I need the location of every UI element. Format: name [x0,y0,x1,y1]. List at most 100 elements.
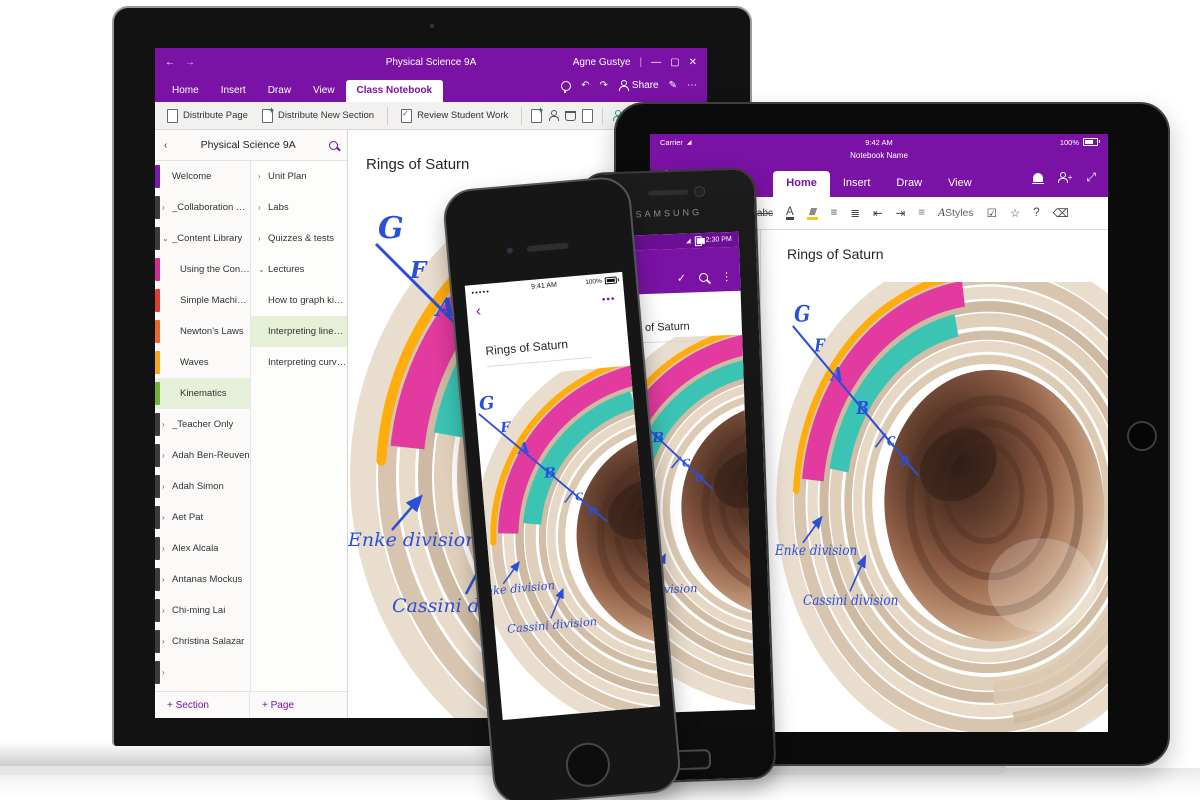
page-list-item[interactable]: › Quizzes & tests [251,223,347,254]
add-people-icon[interactable]: + [1057,172,1072,183]
section-label: Welcome [172,171,212,182]
review-student-work-button[interactable]: Review Student Work [397,108,512,123]
ribbon-tab[interactable]: View [948,177,972,189]
back-chevron-icon[interactable]: ‹ [475,301,482,320]
sidebar-section-item[interactable]: › _Teacher Only [155,409,250,440]
sidebar-section-item[interactable]: Newton's Laws [155,316,250,347]
more-options-icon[interactable]: ⋯ [687,80,697,91]
distribute-page-button[interactable]: Distribute Page [163,108,252,123]
ribbon-tab[interactable]: Draw [896,177,923,189]
redo-icon[interactable]: ↷ [599,80,608,91]
ring-highlight-arcs [792,269,1108,732]
distribute-new-section-button[interactable]: Distribute New Section [258,105,378,123]
page-list-item[interactable]: How to graph kinemat... [251,285,347,316]
sidebar-section-item[interactable]: › Adah Ben-Reuven [155,440,250,471]
sidebar-section-item[interactable]: › Antanas Mockus [155,564,250,595]
ribbon-tab[interactable]: Insert [220,85,246,96]
add-page-button[interactable]: + Page [262,699,294,711]
sidebar-section-item[interactable]: Waves [155,347,250,378]
enke-division-label: Enke division [476,578,556,599]
ribbon-tab[interactable]: Draw [267,85,292,96]
sidebar-back-icon[interactable]: ‹ [164,139,168,151]
expand-icon[interactable]: ⤢ [1086,170,1096,184]
tablet-home-button [1127,421,1157,451]
ring-label-g: G [794,300,810,327]
close-button[interactable]: ✕ [688,56,697,68]
search-icon[interactable] [698,272,709,283]
minimize-button[interactable]: — [651,56,662,68]
more-options-icon[interactable]: ⋮ [720,270,733,284]
share-button[interactable]: Share [618,80,659,91]
tell-me-lightbulb-icon[interactable] [561,80,572,93]
saturn-planet [576,431,661,647]
search-icon[interactable] [329,140,338,150]
page-label: Unit Plan [268,171,307,182]
sidebar-section-item[interactable]: › Christina Salazar [155,626,250,657]
page-list-item[interactable]: Interpreting linear KM... [251,316,347,347]
add-section-button[interactable]: + Section [155,692,250,718]
back-arrow-icon[interactable]: ← [165,56,175,68]
signal-icon: ◢ [686,139,692,146]
sidebar-section-item[interactable]: ⌄ _Content Library [155,223,250,254]
enke-arrow [391,494,423,531]
strikethrough-button[interactable]: abc [756,207,773,219]
undo-icon[interactable]: ↶ [581,80,590,91]
page-title: Rings of Saturn [484,336,569,359]
maximize-button[interactable]: ▢ [670,56,680,68]
account-name[interactable]: Agne Gustye [572,56,631,68]
sidebar-section-item[interactable]: Kinematics [155,378,250,409]
page-list-item[interactable]: › Labs [251,192,347,223]
open-notebook-icon[interactable] [582,108,594,123]
ribbon-tab[interactable]: Home [172,85,199,96]
page-label: Lectures [268,264,305,275]
ring-label-d: D [899,454,910,469]
outdent-button[interactable]: ⇤ [873,208,883,220]
saturn-illustration: G F A B C D Enke division Cassini divisi… [465,336,661,721]
align-button[interactable]: ≡ [918,207,926,219]
page-title: Rings of Saturn [787,246,884,262]
sidebar-section-item[interactable]: › _Collaboration Space [155,192,250,223]
notifications-bell-icon[interactable] [1031,173,1044,184]
manage-notebooks-icon[interactable] [565,110,577,121]
sidebar-section-item[interactable]: › Adah Simon [155,471,250,502]
sidebar-section-item[interactable]: Simple Machines [155,285,250,316]
sidebar-section-item[interactable]: › [155,657,250,688]
sidebar-section-item[interactable]: Welcome [155,161,250,192]
ring-tick-line [670,456,682,469]
bullet-list-button[interactable]: ≡ [830,207,838,219]
star-tag-button[interactable]: ☆ [1009,208,1021,220]
more-options-icon[interactable]: ••• [601,293,616,306]
draw-done-icon[interactable]: ✓ [676,272,687,285]
ink-annotations: G F A B C D Enke division Cassini divisi… [774,300,919,609]
sidebar-section-item[interactable]: Using the Content Li... [155,254,250,285]
distribute-new-section-icon [261,105,274,123]
page-list-item[interactable]: Interpreting curved KM... [251,347,347,378]
sidebar-section-item[interactable]: › Aet Pat [155,502,250,533]
tablet-ribbon-tabs: Home Insert Draw View [773,171,984,197]
sidebar-section-item[interactable]: › Alex Alcala [155,533,250,564]
numbered-list-button[interactable]: ≣ [850,208,861,220]
page-canvas[interactable]: Rings of Saturn [761,230,1108,732]
forward-arrow-icon[interactable]: → [185,56,195,68]
section-chevron-icon: › [162,606,165,615]
create-class-notebook-icon[interactable] [531,105,543,123]
help-button[interactable]: ? [1033,207,1040,219]
review-student-work-icon [401,108,413,123]
tab-class-notebook[interactable]: Class Notebook [345,80,444,102]
pen-icon[interactable]: ✎ [668,80,677,91]
page-list-item[interactable]: › Unit Plan [251,161,347,192]
ribbon-tab[interactable]: View [313,85,335,96]
font-color-button[interactable]: A [785,205,794,220]
checkbox-tag-button[interactable]: ☑ [986,208,997,220]
add-remove-students-icon[interactable] [548,110,560,121]
ribbon-tab[interactable]: Insert [842,177,871,189]
highlighter-button[interactable] [806,207,818,220]
ring-pointer-line [792,325,919,477]
sidebar-section-item[interactable]: › Chi-ming Lai [155,595,250,626]
indent-button[interactable]: ⇥ [895,208,906,220]
eraser-button[interactable]: ⌫ [1052,208,1069,220]
ribbon-tab[interactable]: Home [773,171,830,197]
page-list-item[interactable]: ⌄ Lectures [251,254,347,285]
styles-button[interactable]: AStyles [938,207,974,219]
